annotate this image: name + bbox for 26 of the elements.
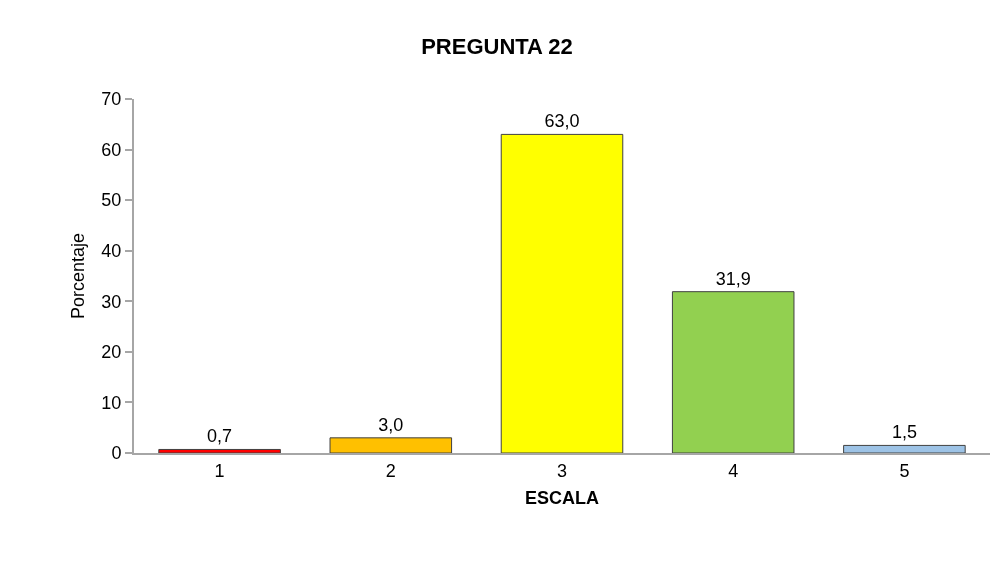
data-label: 63,0 [544,111,580,132]
data-label: 1,5 [891,422,917,443]
x-tick-label: 5 [899,460,910,481]
y-tick-label: 20 [101,342,122,363]
data-label: 0,7 [207,426,233,447]
x-tick-label: 2 [385,460,396,481]
x-axis-title: ESCALA [524,488,600,509]
bar [158,448,281,453]
y-tick-label: 30 [101,291,122,312]
y-tick-label: 50 [101,190,122,211]
x-tick-label: 4 [728,460,739,481]
chart-title: PREGUNTA 22 [421,34,573,60]
y-tick-label: 0 [111,443,122,464]
data-label: 3,0 [378,414,404,435]
y-tick-label: 60 [101,139,122,160]
bar [329,437,453,453]
y-axis-title: Porcentaje [68,232,89,320]
y-tick-label: 40 [101,241,122,262]
x-tick-label: 1 [214,460,225,481]
x-tick-label: 3 [556,460,568,481]
bar [843,444,966,453]
bar [671,291,795,453]
data-label: 31,9 [715,268,751,289]
y-tick-label: 10 [101,392,122,413]
y-tick-label: 70 [101,89,122,110]
bar [500,133,624,453]
